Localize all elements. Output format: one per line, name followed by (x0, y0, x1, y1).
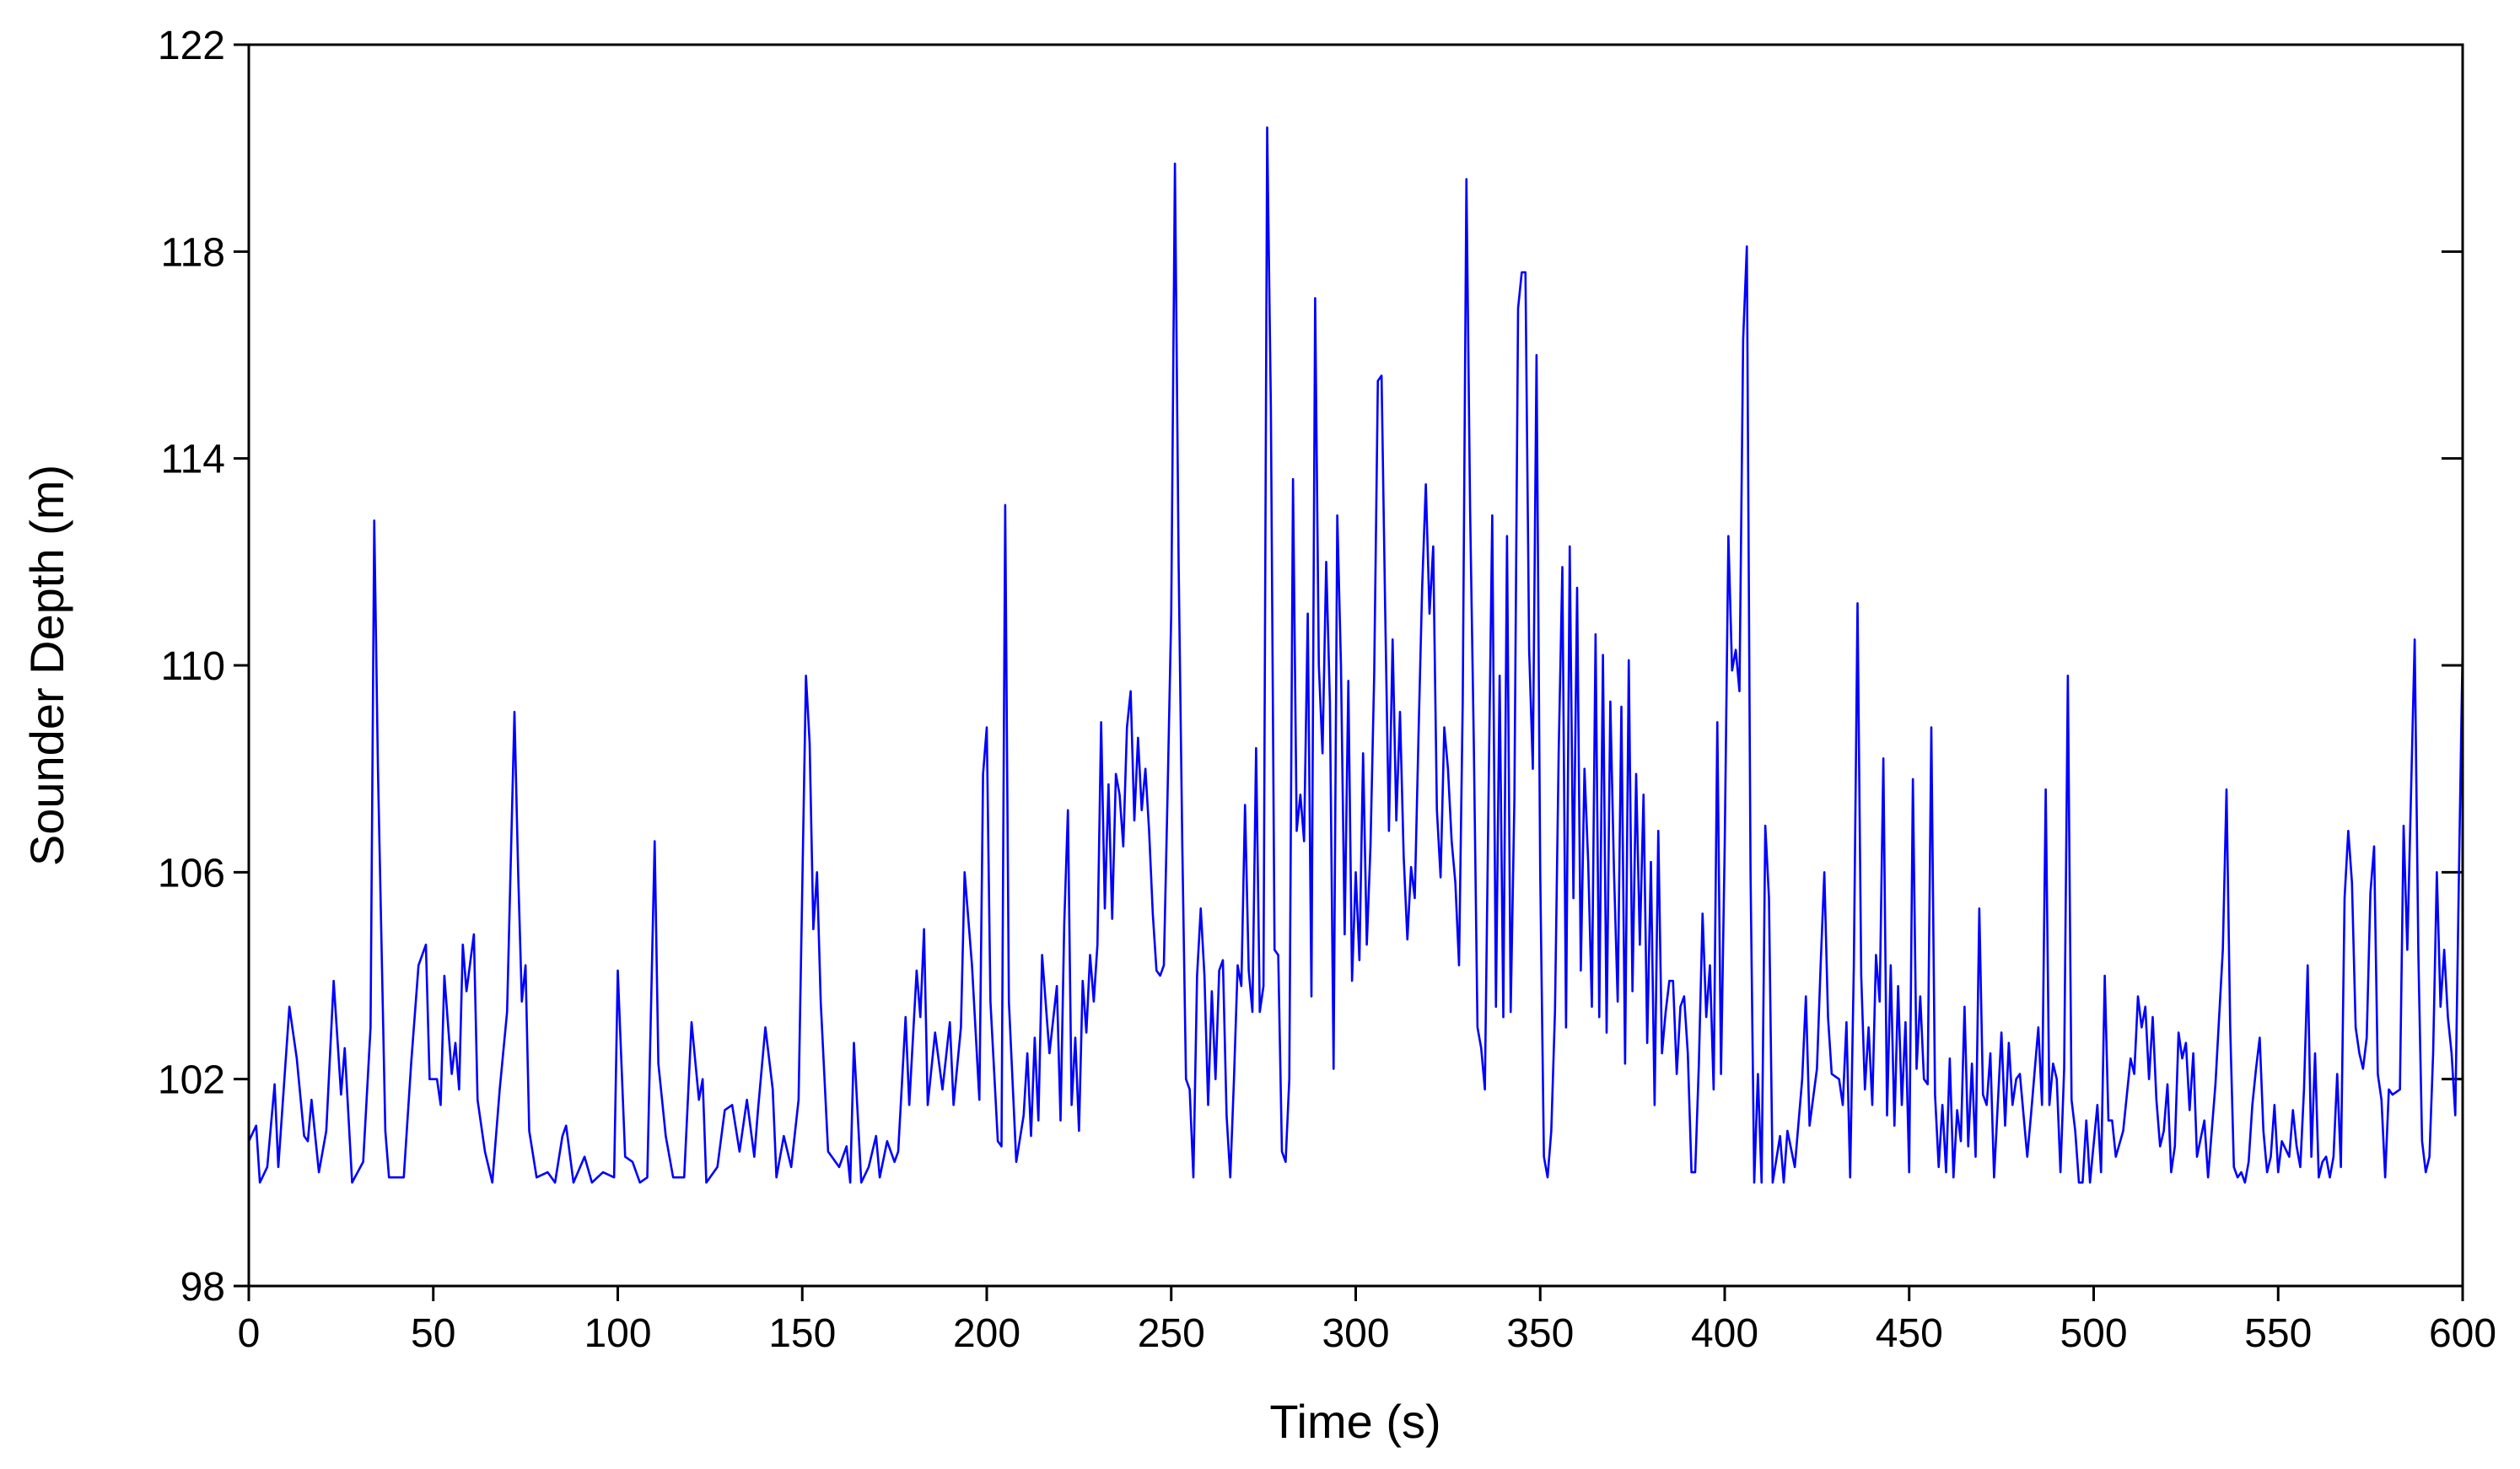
y-tick-label: 106 (158, 851, 225, 896)
y-tick-label: 122 (158, 24, 225, 68)
x-tick-label: 450 (1876, 1311, 1943, 1356)
plot-frame (247, 43, 2464, 1288)
x-tick-label: 100 (584, 1311, 651, 1356)
x-tick-label: 50 (411, 1311, 455, 1356)
x-axis-title: Time (s) (1269, 1395, 1440, 1448)
x-tick-label: 550 (2244, 1311, 2312, 1356)
x-tick-label: 600 (2429, 1311, 2496, 1356)
y-tick-label: 114 (160, 438, 225, 482)
x-tick-label: 150 (768, 1311, 836, 1356)
x-tick-label: 350 (1506, 1311, 1574, 1356)
y-tick-label: 118 (160, 230, 225, 275)
y-axis-title: Sounder Depth (m) (20, 465, 73, 866)
x-tick-label: 400 (1691, 1311, 1758, 1356)
x-tick-label: 0 (238, 1311, 261, 1356)
x-tick-label: 250 (1138, 1311, 1205, 1356)
x-tick-label: 200 (953, 1311, 1020, 1356)
y-tick-label: 110 (160, 644, 225, 689)
y-tick-label: 102 (158, 1058, 225, 1103)
y-tick-label: 98 (180, 1265, 225, 1310)
data-line (247, 126, 2464, 1184)
x-tick-label: 300 (1322, 1311, 1389, 1356)
x-tick-label: 500 (2060, 1311, 2127, 1356)
